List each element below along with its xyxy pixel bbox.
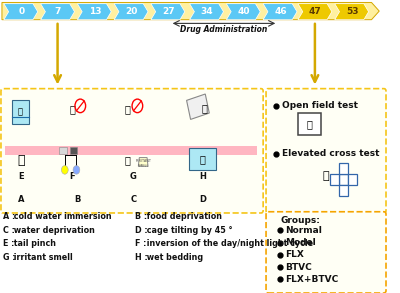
FancyArrow shape xyxy=(5,146,257,154)
Text: B :: B : xyxy=(136,212,148,221)
Text: Model: Model xyxy=(285,238,316,247)
FancyBboxPatch shape xyxy=(298,113,321,135)
Text: 46: 46 xyxy=(274,7,287,16)
Text: FLX+BTVC: FLX+BTVC xyxy=(285,275,339,284)
Text: Groups:: Groups: xyxy=(280,216,320,225)
Text: 7: 7 xyxy=(55,7,61,16)
Text: tail pinch: tail pinch xyxy=(11,239,56,248)
Text: 13: 13 xyxy=(88,7,101,16)
Text: F :: F : xyxy=(136,239,147,248)
Text: 🐀: 🐀 xyxy=(307,119,312,129)
FancyBboxPatch shape xyxy=(348,174,356,185)
Polygon shape xyxy=(190,4,224,20)
FancyBboxPatch shape xyxy=(266,89,386,213)
Text: cage tilting by 45 °: cage tilting by 45 ° xyxy=(144,226,232,235)
Polygon shape xyxy=(151,4,185,20)
Polygon shape xyxy=(77,4,111,20)
Text: water deprivation: water deprivation xyxy=(11,226,95,235)
Polygon shape xyxy=(226,4,260,20)
Text: IRRITANT
SMELL: IRRITANT SMELL xyxy=(135,159,151,168)
Text: H: H xyxy=(200,172,206,181)
Text: 34: 34 xyxy=(201,7,213,16)
FancyBboxPatch shape xyxy=(339,185,348,196)
FancyBboxPatch shape xyxy=(12,100,29,124)
FancyBboxPatch shape xyxy=(186,94,209,120)
Text: D :: D : xyxy=(136,226,148,235)
FancyBboxPatch shape xyxy=(70,147,77,154)
Text: G :: G : xyxy=(3,253,16,262)
Text: Drug Administration: Drug Administration xyxy=(180,25,268,34)
Text: Normal: Normal xyxy=(285,226,322,235)
Text: 27: 27 xyxy=(162,7,175,16)
FancyBboxPatch shape xyxy=(330,174,339,185)
FancyBboxPatch shape xyxy=(266,212,386,293)
Text: cold water immersion: cold water immersion xyxy=(11,212,112,221)
Text: B: B xyxy=(74,195,80,204)
Text: BTVC: BTVC xyxy=(285,263,312,272)
Text: F: F xyxy=(69,172,74,181)
FancyBboxPatch shape xyxy=(1,89,263,213)
Text: Elevated cross test: Elevated cross test xyxy=(282,149,379,159)
Text: FLX: FLX xyxy=(285,250,304,259)
Text: 40: 40 xyxy=(238,7,250,16)
Circle shape xyxy=(62,166,68,174)
Text: D: D xyxy=(200,195,207,204)
Text: 🐀: 🐀 xyxy=(18,154,25,166)
FancyBboxPatch shape xyxy=(339,174,348,185)
Polygon shape xyxy=(263,4,297,20)
Text: 20: 20 xyxy=(125,7,138,16)
Text: Open field test: Open field test xyxy=(282,101,358,110)
FancyBboxPatch shape xyxy=(59,147,67,154)
Text: 🐀: 🐀 xyxy=(323,171,329,181)
Text: 🐀: 🐀 xyxy=(201,103,207,113)
Polygon shape xyxy=(298,4,332,20)
Text: 0: 0 xyxy=(18,7,24,16)
Text: food deprivation: food deprivation xyxy=(144,212,222,221)
Text: 🐀: 🐀 xyxy=(199,154,205,164)
FancyBboxPatch shape xyxy=(189,148,216,170)
Text: 🐀: 🐀 xyxy=(70,105,76,115)
Text: wet bedding: wet bedding xyxy=(144,253,203,262)
Text: A :: A : xyxy=(3,212,15,221)
Text: C :: C : xyxy=(3,226,15,235)
Polygon shape xyxy=(114,4,148,20)
Text: E :: E : xyxy=(3,239,14,248)
FancyBboxPatch shape xyxy=(339,163,348,174)
FancyArrow shape xyxy=(2,2,379,20)
Polygon shape xyxy=(138,158,148,166)
Circle shape xyxy=(73,166,80,174)
Text: C: C xyxy=(130,195,136,204)
Polygon shape xyxy=(41,4,74,20)
Text: G: G xyxy=(130,172,137,181)
Text: 🐀: 🐀 xyxy=(125,105,131,115)
Text: H :: H : xyxy=(136,253,148,262)
Text: A: A xyxy=(18,195,24,204)
Polygon shape xyxy=(335,4,368,20)
Text: 🐀: 🐀 xyxy=(18,108,23,117)
Polygon shape xyxy=(4,4,38,20)
Text: inversion of the day/night light cycle: inversion of the day/night light cycle xyxy=(144,239,313,248)
Text: 53: 53 xyxy=(346,7,358,16)
Text: 47: 47 xyxy=(309,7,322,16)
Text: irritant smell: irritant smell xyxy=(11,253,73,262)
Text: 🐀: 🐀 xyxy=(125,155,131,165)
Text: E: E xyxy=(18,172,24,181)
